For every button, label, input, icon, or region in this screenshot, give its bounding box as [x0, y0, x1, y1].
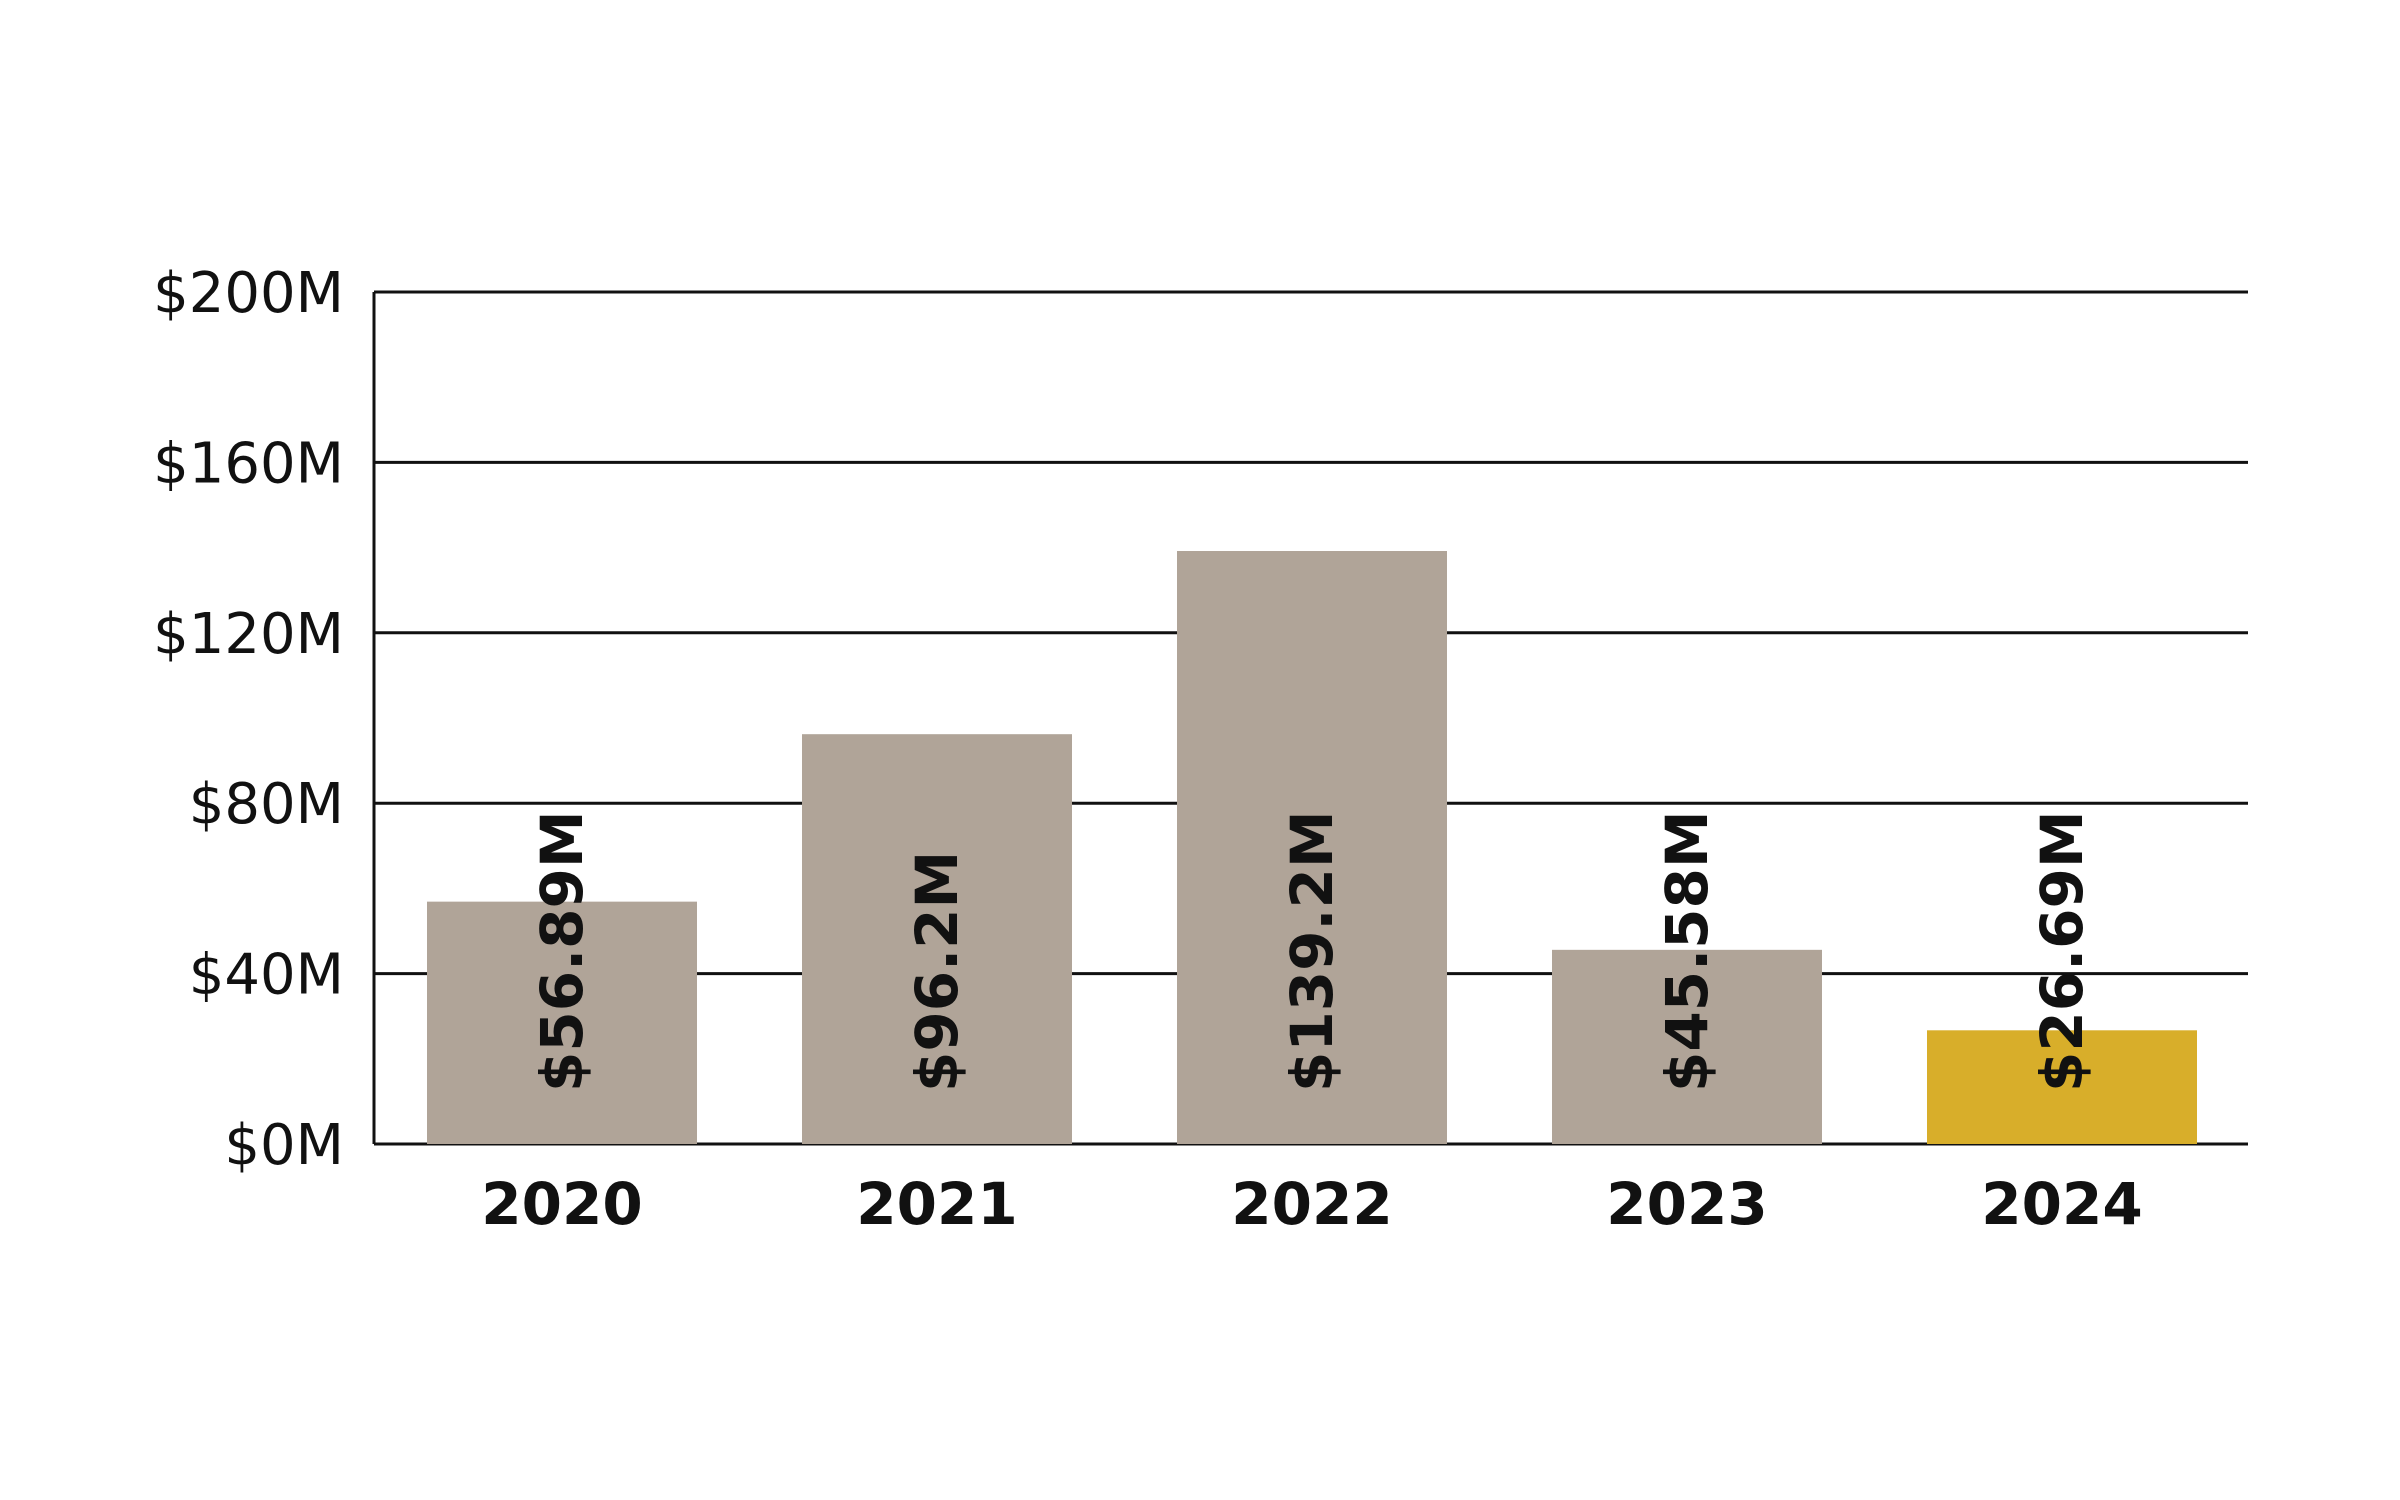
y-tick-labels: $0M $40M $80M $120M $160M $200M [153, 261, 344, 1178]
data-label: $96.2M [903, 851, 971, 1092]
x-tick-label: 2022 [1231, 1170, 1392, 1238]
bars [427, 551, 2197, 1144]
y-tick-label: $200M [153, 261, 344, 326]
bar [1927, 1030, 2197, 1144]
data-label: $45.58M [1653, 810, 1721, 1092]
data-label: $139.2M [1278, 810, 1346, 1092]
bar [1177, 551, 1447, 1144]
x-tick-label: 2020 [481, 1170, 642, 1238]
x-tick-label: 2023 [1606, 1170, 1767, 1238]
y-tick-label: $0M [224, 1113, 344, 1178]
bar [802, 734, 1072, 1144]
data-label: $56.89M [528, 810, 596, 1092]
y-tick-label: $80M [189, 772, 344, 837]
y-tick-label: $120M [153, 602, 344, 667]
data-label: $26.69M [2028, 810, 2096, 1092]
x-tick-labels: 2020 2021 2022 2023 2024 [481, 1170, 2142, 1238]
bar [1552, 949, 1822, 1144]
y-tick-label: $160M [153, 431, 344, 496]
x-tick-label: 2024 [1981, 1170, 2142, 1238]
bar [427, 901, 697, 1144]
y-tick-label: $40M [189, 943, 344, 1008]
data-labels: $56.89M $96.2M $139.2M $45.58M $26.69M [528, 810, 2096, 1092]
x-tick-label: 2021 [856, 1170, 1017, 1238]
